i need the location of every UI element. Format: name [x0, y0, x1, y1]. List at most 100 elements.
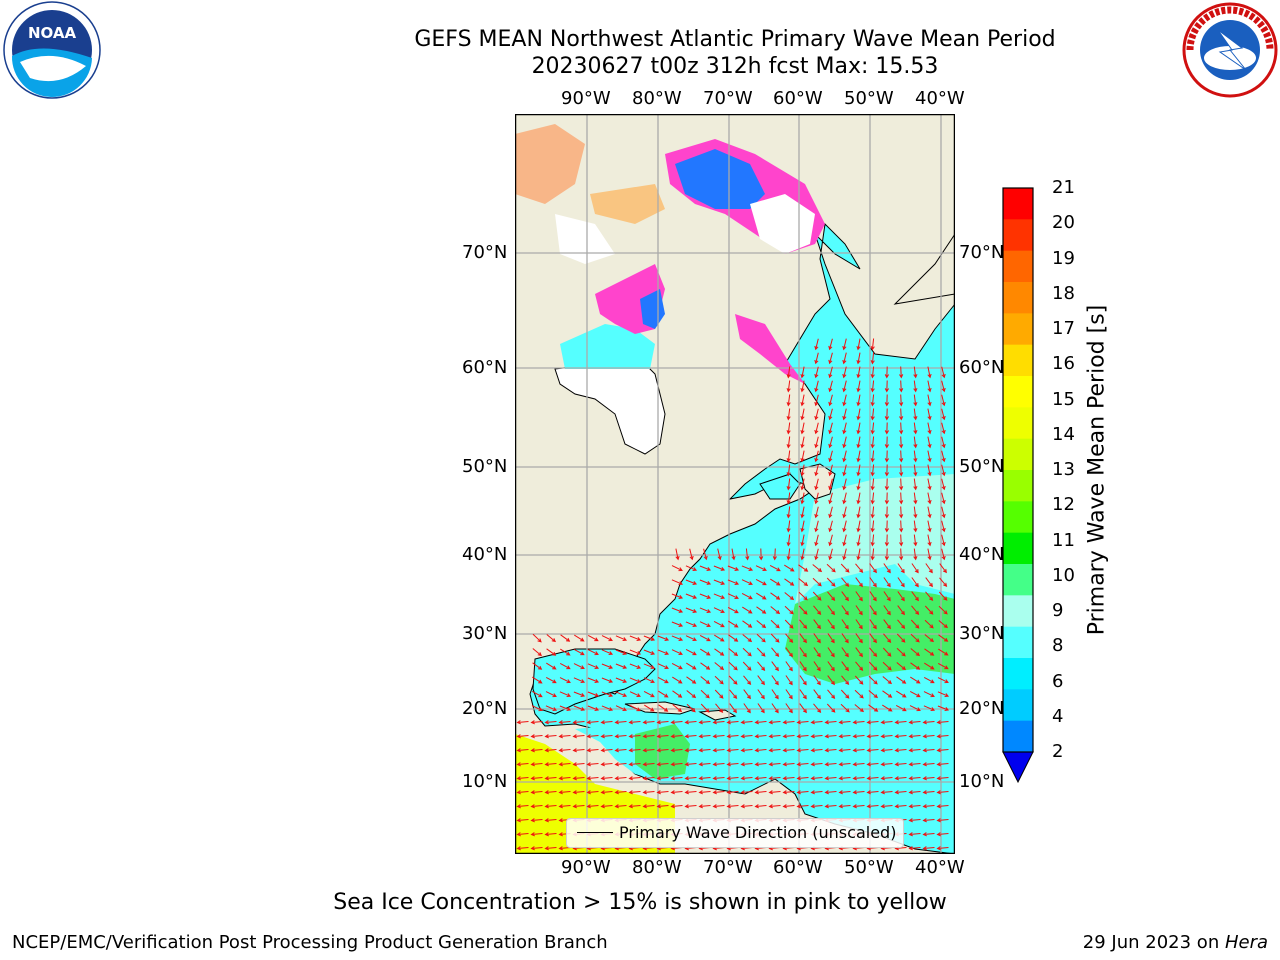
- wave-arrow: [856, 492, 861, 505]
- wave-arrow: [587, 691, 600, 697]
- wave-arrow: [544, 762, 557, 767]
- wave-arrow: [686, 690, 697, 699]
- wave-arrow: [838, 748, 851, 753]
- wave-arrow: [923, 676, 935, 684]
- wave-arrow: [699, 621, 711, 627]
- wave-arrow: [799, 689, 807, 700]
- wave-arrow: [899, 394, 904, 407]
- wave-arrow: [601, 635, 613, 642]
- wave-arrow: [800, 492, 805, 505]
- wave-arrow: [699, 565, 712, 571]
- wave-arrow: [828, 366, 833, 379]
- wave-arrow: [894, 748, 907, 753]
- wave-arrow: [899, 450, 904, 463]
- wave-arrow: [712, 720, 725, 725]
- wave-arrow: [884, 408, 890, 421]
- wave-arrow: [715, 703, 724, 714]
- wave-arrow: [856, 422, 861, 435]
- wave-arrow: [896, 633, 906, 643]
- wave-arrow: [755, 578, 767, 586]
- wave-arrow: [899, 366, 904, 379]
- wave-arrow: [810, 748, 823, 753]
- wave-arrow: [572, 804, 585, 809]
- wave-arrow: [699, 607, 712, 613]
- wave-arrow: [941, 520, 946, 533]
- wave-arrow: [629, 704, 641, 712]
- wave-arrow: [712, 748, 725, 753]
- wave-arrow: [856, 478, 861, 491]
- wave-arrow: [670, 748, 683, 753]
- wave-arrow: [516, 748, 529, 753]
- colorbar-segment: [1003, 313, 1033, 346]
- lon-label-top-80w: 80°W: [632, 88, 682, 109]
- colorbar-segment: [1003, 658, 1033, 690]
- colorbar-label: Primary Wave Mean Period [s]: [1084, 304, 1110, 636]
- wave-arrow: [757, 689, 765, 700]
- wave-arrow: [856, 548, 861, 561]
- wave-arrow: [826, 703, 836, 713]
- wave-arrow: [828, 352, 833, 365]
- wave-arrow: [840, 689, 850, 699]
- wave-arrow: [700, 648, 711, 656]
- wave-arrow: [913, 408, 918, 421]
- wave-arrow: [799, 703, 807, 714]
- wave-arrow: [796, 790, 809, 795]
- wave-arrow: [558, 734, 571, 739]
- wave-arrow: [908, 748, 921, 753]
- wave-arrow: [670, 720, 683, 725]
- wave-arrow: [908, 734, 921, 739]
- wave-arrow: [572, 762, 585, 767]
- ice-blue-hudson: [640, 289, 665, 329]
- wave-arrow: [923, 691, 935, 698]
- lon-label-bottom-60w: 60°W: [773, 857, 823, 878]
- wave-arrow: [927, 436, 932, 449]
- wave-arrow: [754, 804, 767, 809]
- wave-arrow: [532, 633, 542, 643]
- wave-arrow: [869, 563, 877, 574]
- wave-arrow: [842, 436, 847, 449]
- wave-arrow: [883, 591, 891, 602]
- wave-arrow: [899, 492, 904, 505]
- wave-arrow: [657, 676, 669, 684]
- wave-arrow: [600, 804, 613, 809]
- wave-arrow: [586, 804, 599, 809]
- wave-arrow: [813, 675, 821, 686]
- wave-arrow: [573, 648, 585, 656]
- wave-arrow: [615, 663, 628, 669]
- wave-arrow: [883, 577, 891, 588]
- wave-arrow: [800, 506, 805, 519]
- wave-arrow: [754, 762, 767, 767]
- wave-arrow: [727, 579, 740, 585]
- wave-arrow: [813, 633, 821, 644]
- wave-arrow: [840, 563, 850, 573]
- wave-arrow: [936, 832, 949, 837]
- colorbar-segment: [1003, 532, 1033, 565]
- wave-arrow: [726, 790, 739, 795]
- wave-arrow: [796, 748, 809, 753]
- wave-arrow: [841, 661, 849, 672]
- wave-arrow: [544, 790, 557, 795]
- wave-arrow: [841, 675, 850, 686]
- wave-arrow: [560, 648, 571, 656]
- wave-arrow: [782, 720, 795, 725]
- wave-arrow: [714, 634, 725, 642]
- wave-arrow: [882, 661, 892, 671]
- wave-arrow: [600, 748, 613, 753]
- wave-arrow: [675, 548, 680, 561]
- wave-arrow: [855, 605, 863, 616]
- wave-arrow: [856, 520, 861, 533]
- wave-arrow: [800, 548, 805, 561]
- wave-arrow: [800, 450, 805, 463]
- wave-arrow: [745, 548, 750, 561]
- wave-arrow: [814, 436, 819, 449]
- wave-arrow: [810, 804, 823, 809]
- wave-arrow: [923, 705, 936, 711]
- wave-arrow: [756, 633, 766, 643]
- wave-arrow: [870, 394, 875, 407]
- lon-label-top-50w: 50°W: [844, 88, 894, 109]
- wave-arrow: [908, 762, 921, 767]
- wave-arrow: [922, 818, 935, 823]
- wave-arrow: [870, 548, 875, 561]
- wave-arrow: [884, 478, 890, 491]
- lat-label-left-30n: 30°N: [462, 623, 508, 644]
